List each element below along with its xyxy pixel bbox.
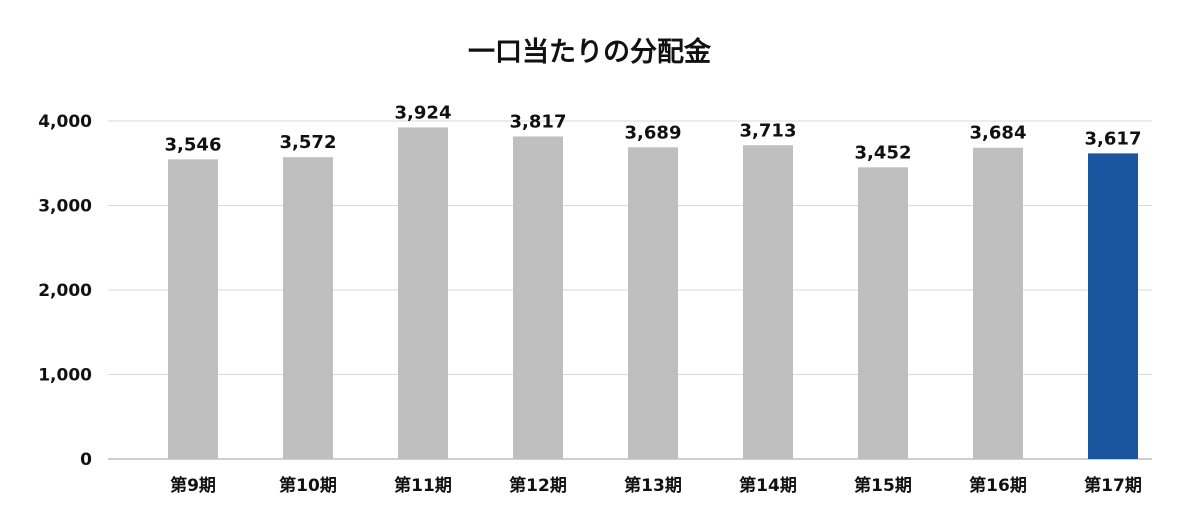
bar: [168, 159, 218, 459]
data-label: 3,684: [970, 123, 1027, 144]
data-label: 3,546: [165, 134, 222, 155]
x-tick-label: 第13期: [624, 475, 682, 496]
x-tick-label: 第17期: [1084, 475, 1142, 496]
bar: [1088, 153, 1138, 459]
x-tick-label: 第16期: [969, 475, 1027, 496]
bar: [973, 147, 1023, 459]
data-label: 3,817: [510, 111, 567, 132]
data-label: 3,572: [280, 132, 337, 153]
y-tick-label: 0: [80, 450, 92, 470]
bar: [743, 145, 793, 459]
y-tick-label: 4,000: [38, 112, 92, 132]
x-tick-label: 第10期: [279, 475, 337, 496]
bar: [283, 157, 333, 459]
chart-title: 一口当たりの分配金: [468, 37, 711, 68]
x-tick-label: 第14期: [739, 475, 797, 496]
bar: [513, 136, 563, 459]
data-label: 3,689: [625, 122, 682, 143]
data-label: 3,924: [395, 102, 452, 123]
y-tick-label: 2,000: [38, 281, 92, 301]
bar: [398, 127, 448, 459]
x-tick-label: 第15期: [854, 475, 912, 496]
y-tick-label: 3,000: [38, 197, 92, 217]
x-tick-label: 第9期: [170, 475, 216, 496]
data-label: 3,617: [1085, 128, 1142, 149]
x-tick-label: 第12期: [509, 475, 567, 496]
data-label: 3,452: [855, 142, 912, 163]
bar: [858, 167, 908, 459]
bar: [628, 147, 678, 460]
x-tick-label: 第11期: [394, 475, 452, 496]
data-label: 3,713: [740, 120, 797, 141]
y-tick-label: 1,000: [38, 366, 92, 386]
